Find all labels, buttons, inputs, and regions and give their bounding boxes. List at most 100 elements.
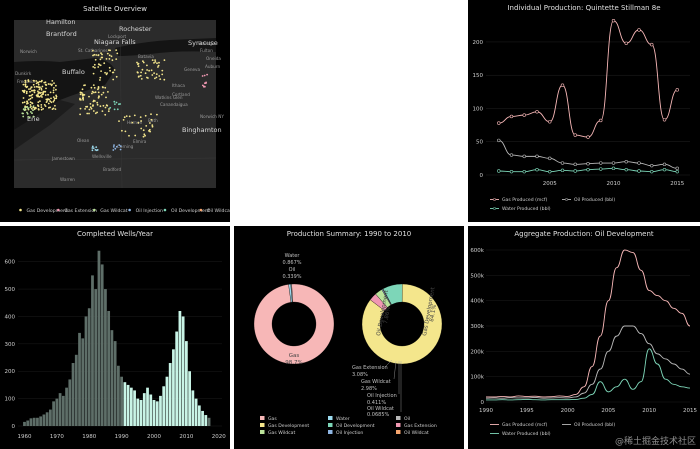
data-point[interactable] <box>522 154 526 159</box>
series-line[interactable] <box>498 20 678 138</box>
legend-item[interactable]: Water <box>336 416 350 422</box>
map-legend-item[interactable]: Gas Development <box>27 208 68 214</box>
bar[interactable] <box>152 399 156 426</box>
bar[interactable] <box>133 390 136 426</box>
bar[interactable] <box>155 401 159 426</box>
data-point[interactable] <box>509 114 514 119</box>
data-point[interactable] <box>586 167 590 172</box>
bar[interactable] <box>159 395 162 426</box>
bar[interactable] <box>120 376 123 426</box>
data-point[interactable] <box>599 118 603 123</box>
pie-slice[interactable] <box>253 283 335 365</box>
bar[interactable] <box>181 316 185 426</box>
data-point[interactable] <box>535 154 539 159</box>
bar[interactable] <box>126 384 130 426</box>
bar[interactable] <box>78 332 81 426</box>
bar[interactable] <box>84 316 88 426</box>
bar[interactable] <box>36 417 39 426</box>
data-point[interactable] <box>535 167 539 172</box>
data-point[interactable] <box>560 168 565 173</box>
bar[interactable] <box>172 349 175 426</box>
bar[interactable] <box>55 398 59 426</box>
bar[interactable] <box>113 341 117 426</box>
individual-production-chart[interactable]: 0 50 100 150 200 2005 2010 2015 Gas Produced (mc… <box>468 0 700 222</box>
bar[interactable] <box>191 390 195 426</box>
data-point[interactable] <box>662 162 667 167</box>
data-point[interactable] <box>560 83 565 87</box>
bar[interactable] <box>142 393 146 426</box>
data-point[interactable] <box>637 169 641 173</box>
bar[interactable] <box>207 417 211 426</box>
data-point[interactable] <box>548 156 552 161</box>
bar[interactable] <box>175 331 179 426</box>
legend-item[interactable]: Gas <box>268 416 277 422</box>
series-line[interactable] <box>486 249 691 398</box>
data-point[interactable] <box>611 18 616 23</box>
legend-item[interactable]: Gas Development <box>268 423 309 429</box>
bar[interactable] <box>185 341 188 426</box>
bar[interactable] <box>110 330 114 426</box>
data-point[interactable] <box>599 161 603 165</box>
completed-wells-chart[interactable]: 0 100 200 300 400 500 600 1960 1970 1980 1990 2000 2… <box>0 226 230 449</box>
data-point[interactable] <box>497 138 501 143</box>
bar[interactable] <box>165 376 169 426</box>
bar[interactable] <box>39 416 43 426</box>
bar[interactable] <box>136 398 140 426</box>
bar[interactable] <box>194 398 198 426</box>
bar[interactable] <box>139 399 143 426</box>
map-legend-item[interactable]: Gas Wildcat <box>100 208 127 214</box>
legend-item[interactable]: Oil <box>404 416 410 422</box>
bar[interactable] <box>65 387 68 426</box>
legend-item[interactable]: Oil Produced (bbl) <box>574 197 615 203</box>
map-legend-item[interactable]: Gas Extension <box>64 208 97 214</box>
bar[interactable] <box>107 310 111 426</box>
map-legend-item[interactable]: Oil Development <box>171 208 210 214</box>
legend-item[interactable]: Gas Produced (mcf) <box>502 197 547 203</box>
series-line[interactable] <box>486 348 691 401</box>
data-point[interactable] <box>637 28 641 32</box>
bar[interactable] <box>97 250 101 426</box>
bar[interactable] <box>68 379 72 426</box>
bar[interactable] <box>188 371 191 426</box>
legend-item[interactable]: Gas Extension <box>404 423 437 429</box>
legend-item[interactable]: Gas Wildcat <box>268 430 295 436</box>
data-point[interactable] <box>662 167 667 172</box>
bar[interactable] <box>117 365 120 426</box>
pie-slice[interactable] <box>382 283 403 305</box>
bar[interactable] <box>123 382 127 426</box>
data-point[interactable] <box>599 167 603 171</box>
legend-item[interactable]: Oil Development <box>336 423 375 429</box>
legend-item[interactable]: Water Produced (bbl) <box>502 431 551 437</box>
data-point[interactable] <box>650 163 654 168</box>
bar[interactable] <box>61 395 65 426</box>
legend-item[interactable]: Oil Injection <box>336 430 363 436</box>
legend-item[interactable]: Oil Produced (bbl) <box>574 422 615 428</box>
data-point[interactable] <box>624 167 628 172</box>
bar[interactable] <box>42 414 46 426</box>
bar[interactable] <box>26 420 30 426</box>
data-point[interactable] <box>497 121 501 125</box>
bar[interactable] <box>49 409 52 426</box>
data-point[interactable] <box>535 110 539 114</box>
data-point[interactable] <box>509 153 514 157</box>
data-point[interactable] <box>675 166 679 171</box>
data-point[interactable] <box>548 120 552 124</box>
bar[interactable] <box>23 421 26 426</box>
data-point[interactable] <box>522 113 526 117</box>
bar[interactable] <box>29 418 33 426</box>
aggregate-production-chart[interactable]: 0 100k 200k 300k 400k 500k 600k 1990 1995 2000 200… <box>468 226 700 449</box>
data-point[interactable] <box>586 135 590 139</box>
bar[interactable] <box>146 387 149 426</box>
data-point[interactable] <box>573 169 577 173</box>
bar[interactable] <box>201 410 204 426</box>
legend-item[interactable]: Water Produced (bbl) <box>502 206 551 212</box>
data-point[interactable] <box>650 42 654 47</box>
map-legend-item[interactable]: Oil Wildcat <box>207 208 230 214</box>
data-point[interactable] <box>573 133 577 137</box>
bar[interactable] <box>129 387 133 426</box>
data-point[interactable] <box>522 169 526 174</box>
legend-item[interactable]: Gas Produced (mcf) <box>502 422 547 428</box>
data-point[interactable] <box>509 169 514 174</box>
pie-slice[interactable] <box>290 283 293 303</box>
data-point[interactable] <box>611 161 616 165</box>
